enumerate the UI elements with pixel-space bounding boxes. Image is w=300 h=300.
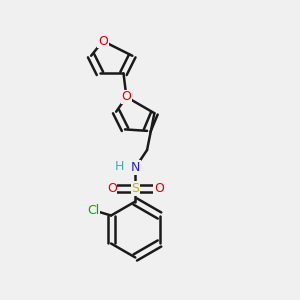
Text: O: O	[122, 91, 131, 103]
Text: O: O	[154, 182, 164, 195]
Text: S: S	[131, 182, 139, 195]
Text: Cl: Cl	[87, 204, 100, 217]
Text: O: O	[98, 34, 108, 48]
Text: N: N	[130, 161, 140, 174]
Text: H: H	[114, 160, 124, 173]
Text: O: O	[107, 182, 117, 195]
